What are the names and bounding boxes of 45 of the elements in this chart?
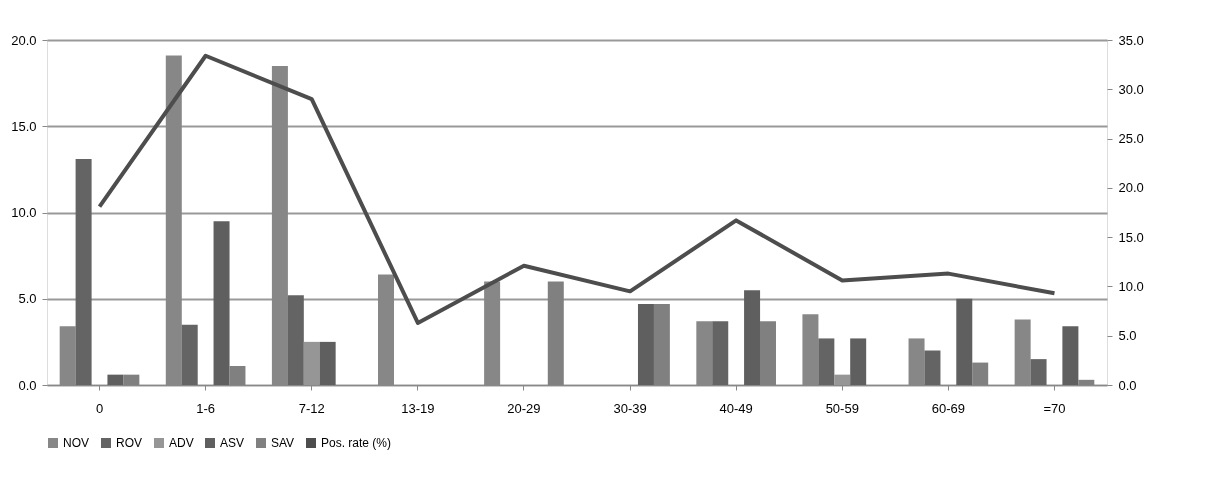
legend-label: ASV [220,436,245,450]
bar [75,159,92,385]
x-tick-label: =70 [1043,400,1066,416]
x-tick-label: 40-49 [719,400,753,416]
bar [924,350,941,385]
bar [744,290,761,385]
y-tick-label: 20.0 [11,32,37,48]
bar [1062,326,1079,385]
bar [319,341,336,385]
y2-tick-label: 15.0 [1118,229,1144,245]
x-tick-label: 30-39 [613,400,647,416]
y2-tick-label: 0.0 [1118,377,1137,393]
x-tick-label: 13-19 [401,400,435,416]
bar [712,321,729,385]
x-tick-label: 7-12 [298,400,325,416]
y2-tick-label: 20.0 [1118,180,1144,196]
legend-label: Pos. rate (%) [321,436,392,450]
y-tick-label: 0.0 [18,377,37,393]
bar [818,338,835,385]
bar [107,374,124,385]
y-tick-label: 15.0 [11,118,37,134]
bar [287,295,304,385]
bar [850,338,867,385]
y-tick-label: 10.0 [11,205,37,220]
y2-tick-label: 5.0 [1118,328,1137,344]
y2-tick-label: 25.0 [1118,131,1144,147]
legend-label: ADV [169,436,194,450]
x-tick-label: 20-29 [507,400,541,416]
y-tick-label: 5.0 [18,291,37,307]
y2-tick-label: 10.0 [1118,278,1144,294]
bar [213,221,230,385]
bar [637,303,654,385]
x-tick-label: 60-69 [931,400,965,416]
x-tick-label: 1-6 [196,400,216,416]
y2-tick-label: 35.0 [1118,32,1144,48]
bar [1030,359,1047,385]
legend-label: NOV [63,436,90,450]
x-tick-label: 50-59 [825,400,859,416]
legend-label: ROV [116,436,143,450]
line-series [97,53,1057,325]
legend-label: SAV [271,436,295,450]
bar [956,298,973,385]
bar [181,324,198,385]
y2-tick-label: 30.0 [1118,81,1144,97]
x-tick-label: 0 [95,400,104,416]
